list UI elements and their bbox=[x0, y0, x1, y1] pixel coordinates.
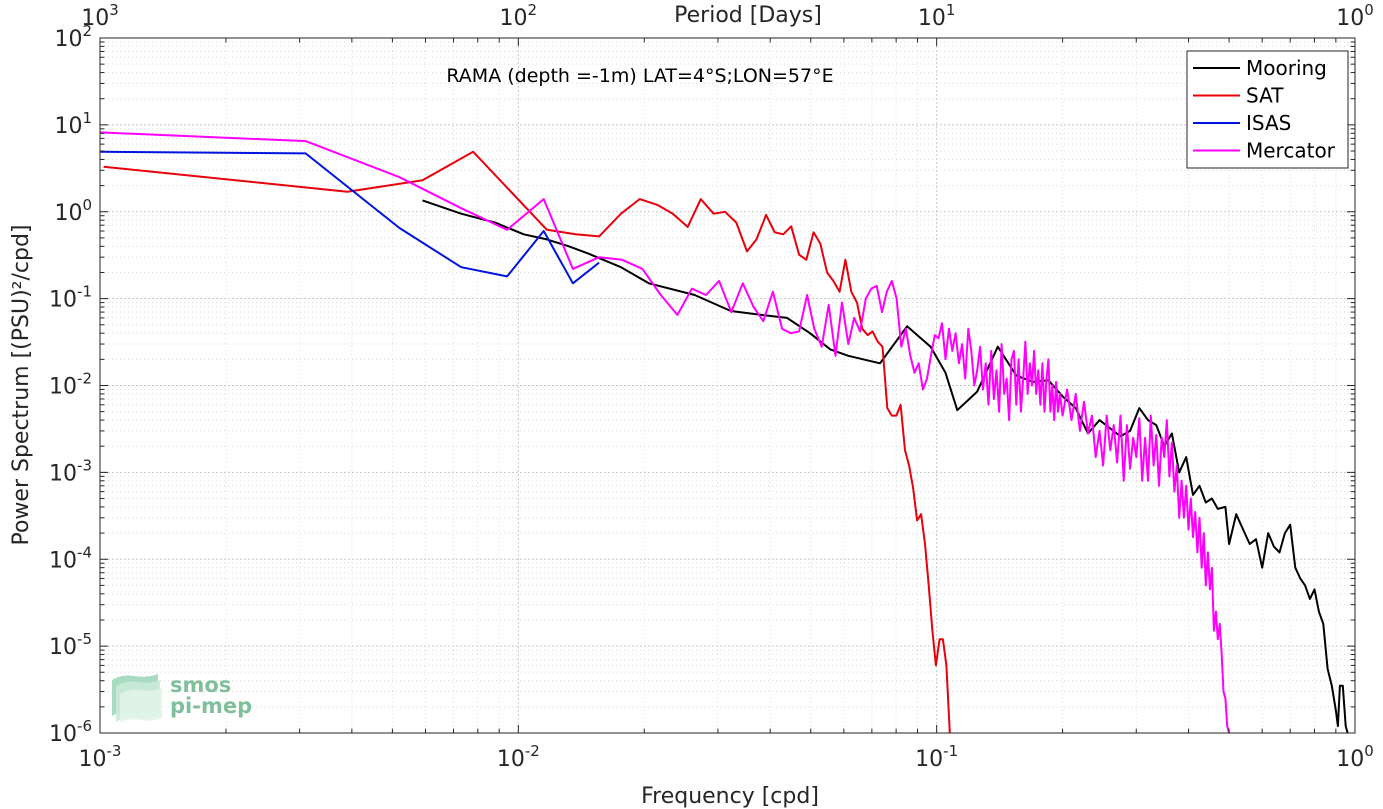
legend-label-isas: ISAS bbox=[1246, 111, 1291, 135]
y-tick-label: 101 bbox=[54, 109, 92, 139]
logo-waves-icon bbox=[112, 674, 162, 722]
y-tick-label: 10-3 bbox=[49, 456, 92, 486]
series-line-sat bbox=[103, 150, 951, 733]
top-axis-label: Period [Days] bbox=[674, 3, 822, 28]
legend: Mooring SAT ISAS Mercator bbox=[1186, 50, 1349, 169]
y-tick-label: 10-5 bbox=[49, 630, 92, 660]
top-tick-labels: 103 102 101 100 bbox=[81, 1, 1374, 31]
top-tick-label: 103 bbox=[81, 1, 119, 31]
y-tick-label: 10-2 bbox=[49, 370, 92, 400]
y-tick-label: 10-6 bbox=[49, 717, 92, 747]
series-line-mooring bbox=[422, 199, 1349, 733]
x-tick-label: 100 bbox=[1336, 742, 1374, 772]
legend-box bbox=[1186, 50, 1349, 169]
legend-label-mercator: Mercator bbox=[1246, 139, 1336, 163]
series-layer bbox=[100, 131, 1349, 733]
x-tick-label: 10-1 bbox=[915, 742, 958, 772]
y-tick-label: 102 bbox=[54, 22, 92, 52]
chart-title: RAMA (depth =-1m) LAT=4°S;LON=57°E bbox=[446, 65, 833, 87]
tick-marks bbox=[99, 38, 1355, 734]
series-line-isas bbox=[100, 150, 600, 285]
y-axis-label: Power Spectrum [(PSU)²/cpd] bbox=[9, 224, 34, 545]
y-tick-label: 10-4 bbox=[49, 543, 92, 573]
logo-text-line1: smos bbox=[170, 673, 231, 697]
y-tick-label: 10-1 bbox=[49, 283, 92, 313]
series-line-mercator bbox=[100, 131, 1231, 733]
logo-text-line2: pi-mep bbox=[170, 694, 252, 718]
y-tick-labels: 10-6 10-5 10-4 10-3 10-2 10-1 100 101 102 bbox=[49, 22, 92, 747]
top-tick-label: 101 bbox=[918, 1, 956, 31]
x-tick-label: 10-3 bbox=[79, 742, 122, 772]
smos-pi-mep-logo: smos pi-mep bbox=[112, 673, 252, 722]
x-tick-label: 10-2 bbox=[497, 742, 540, 772]
x-tick-labels: 10-3 10-2 10-1 100 bbox=[79, 742, 1374, 772]
top-tick-label: 102 bbox=[500, 1, 538, 31]
legend-label-sat: SAT bbox=[1246, 84, 1284, 108]
y-tick-label: 100 bbox=[54, 196, 92, 226]
legend-label-mooring: Mooring bbox=[1246, 56, 1327, 80]
top-tick-label: 100 bbox=[1336, 1, 1374, 31]
x-axis-label: Frequency [cpd] bbox=[641, 784, 819, 809]
